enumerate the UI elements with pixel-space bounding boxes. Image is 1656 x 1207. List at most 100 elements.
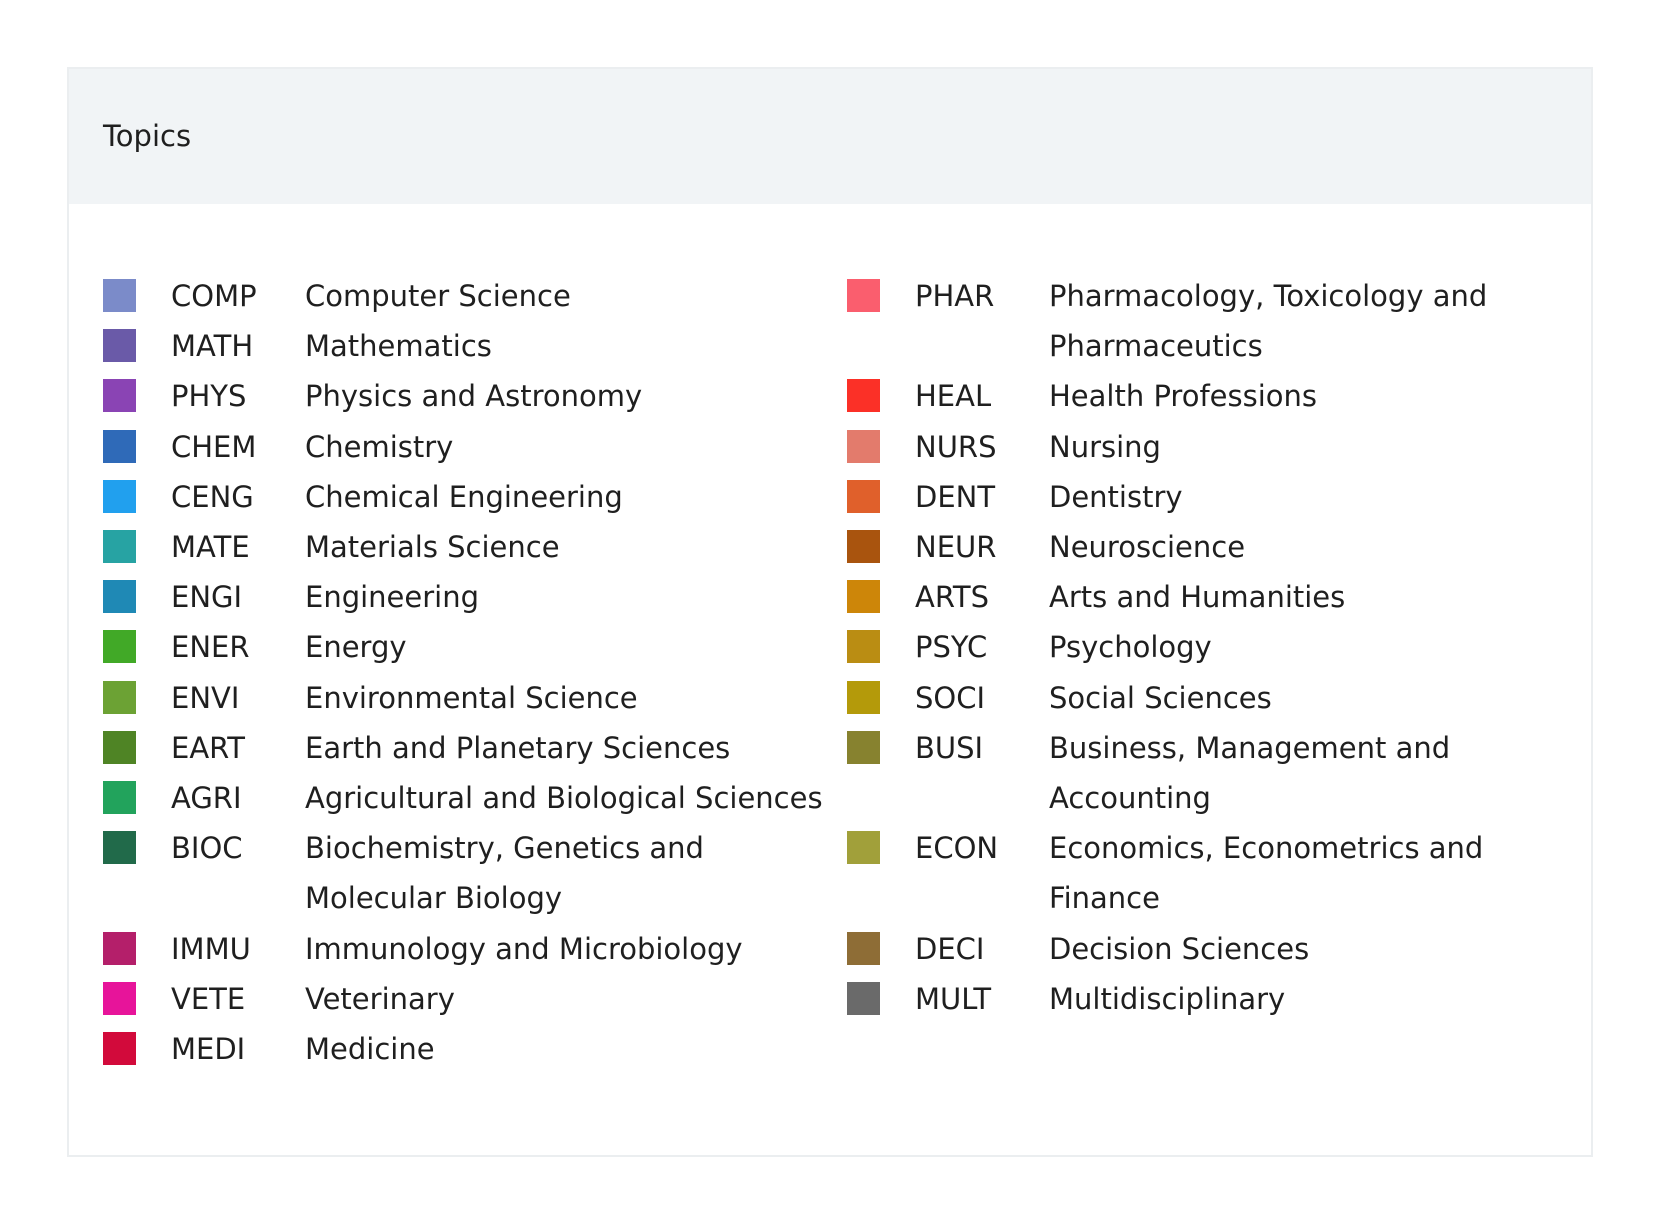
topic-item-bioc: BIOC Biochemistry, Genetics and Molecular…: [103, 823, 847, 923]
topic-color-swatch: [847, 530, 880, 564]
topic-color-swatch: [847, 279, 880, 312]
topic-name: Neuroscience: [1049, 530, 1246, 565]
topic-name: Medicine: [305, 1032, 435, 1067]
topic-name: Economics, Econometrics and Finance: [1049, 831, 1484, 916]
topic-color-swatch: [847, 580, 880, 614]
topic-name: Nursing: [1049, 429, 1161, 464]
topic-color-swatch: [103, 730, 136, 764]
topic-item-heal: HEAL Health Professions: [847, 371, 1591, 421]
topic-code: COMP: [171, 279, 257, 313]
topic-item-arts: ARTS Arts and Humanities: [847, 572, 1591, 622]
topic-item-mult: MULT Multidisciplinary: [847, 974, 1591, 1024]
topic-name: Computer Science: [305, 279, 571, 313]
topic-code: ENER: [171, 630, 250, 665]
topic-color-swatch: [103, 279, 136, 312]
topic-color-swatch: [847, 730, 880, 764]
topic-code: ECON: [915, 831, 999, 866]
topic-item-agri: AGRI Agricultural and Biological Sciences: [103, 773, 847, 823]
topic-code: CHEM: [171, 429, 257, 464]
topics-panel: Topics COMP Computer Science MATH Mathemati…: [67, 67, 1593, 1157]
topic-name: Materials Science: [305, 530, 560, 565]
topic-color-swatch: [103, 379, 136, 413]
topic-code: IMMU: [171, 931, 251, 966]
topic-name: Energy: [305, 630, 407, 665]
topic-name: Arts and Humanities: [1049, 580, 1346, 615]
topic-name: Agricultural and Biological Sciences: [305, 781, 823, 816]
topic-color-swatch: [847, 680, 880, 714]
topic-name: Environmental Science: [305, 680, 638, 715]
topic-name: Physics and Astronomy: [305, 379, 643, 414]
topics-column-right: PHAR Pharmacology, Toxicology and Pharmac…: [847, 271, 1591, 1024]
topic-item-phar: PHAR Pharmacology, Toxicology and Pharmac…: [847, 271, 1591, 371]
topic-color-swatch: [847, 479, 880, 513]
topic-name: Immunology and Microbiology: [305, 931, 743, 966]
topic-item-ceng: CENG Chemical Engineering: [103, 472, 847, 522]
topic-color-swatch: [103, 429, 136, 463]
topic-item-eart: EART Earth and Planetary Sciences: [103, 723, 847, 773]
topic-name: Chemistry: [305, 429, 454, 464]
topic-name: Health Professions: [1049, 379, 1318, 414]
topic-item-immu: IMMU Immunology and Microbiology: [103, 924, 847, 974]
topic-code: MEDI: [171, 1032, 246, 1067]
topic-item-mate: MATE Materials Science: [103, 522, 847, 572]
topic-code: SOCI: [915, 680, 986, 715]
topic-color-swatch: [103, 781, 136, 815]
topic-name: Psychology: [1049, 630, 1212, 665]
topic-name: Dentistry: [1049, 479, 1183, 514]
topic-item-deci: DECI Decision Sciences: [847, 924, 1591, 974]
topic-item-phys: PHYS Physics and Astronomy: [103, 371, 847, 421]
topic-code: DENT: [915, 479, 996, 514]
topic-item-vete: VETE Veterinary: [103, 974, 847, 1024]
topic-item-busi: BUSI Business, Management and Accounting: [847, 723, 1591, 823]
topic-name: Veterinary: [305, 981, 455, 1016]
topic-color-swatch: [103, 329, 136, 363]
topic-item-chem: CHEM Chemistry: [103, 422, 847, 472]
topic-color-swatch: [847, 429, 880, 463]
topic-code: BIOC: [171, 831, 243, 866]
topic-item-ener: ENER Energy: [103, 622, 847, 672]
topic-name: Chemical Engineering: [305, 479, 623, 514]
topic-item-econ: ECON Economics, Econometrics and Finance: [847, 823, 1591, 923]
topic-name: Social Sciences: [1049, 680, 1272, 715]
topic-name: Pharmacology, Toxicology and Pharmaceuti…: [1049, 279, 1488, 364]
topic-name: Mathematics: [305, 329, 492, 364]
topic-name: Multidisciplinary: [1049, 981, 1286, 1016]
topic-color-swatch: [847, 630, 880, 664]
topic-name: Business, Management and Accounting: [1049, 730, 1451, 816]
topic-color-swatch: [103, 981, 136, 1015]
topic-item-engi: ENGI Engineering: [103, 572, 847, 622]
topic-color-swatch: [847, 379, 880, 413]
topic-code: PSYC: [915, 630, 988, 665]
topics-panel-header: Topics: [69, 69, 1591, 204]
topic-item-comp: COMP Computer Science: [103, 271, 847, 321]
topic-code: CENG: [171, 479, 254, 514]
topic-code: HEAL: [915, 379, 992, 414]
topic-code: PHAR: [915, 279, 995, 313]
topic-color-swatch: [847, 831, 880, 865]
topic-name: Decision Sciences: [1049, 931, 1310, 966]
topic-item-nurs: NURS Nursing: [847, 422, 1591, 472]
topics-column-left: COMP Computer Science MATH Mathematics PHYS P…: [103, 271, 847, 1074]
topic-color-swatch: [103, 630, 136, 664]
topic-color-swatch: [103, 479, 136, 513]
topic-color-swatch: [847, 981, 880, 1015]
topic-code: MULT: [915, 981, 992, 1016]
topic-item-envi: ENVI Environmental Science: [103, 673, 847, 723]
topic-name: Biochemistry, Genetics and Molecular Bio…: [305, 831, 704, 916]
topic-name: Earth and Planetary Sciences: [305, 730, 731, 765]
topic-code: EART: [171, 730, 245, 765]
topic-item-dent: DENT Dentistry: [847, 472, 1591, 522]
topic-code: DECI: [915, 931, 985, 966]
topic-item-math: MATH Mathematics: [103, 321, 847, 371]
topic-code: NEUR: [915, 530, 997, 565]
topic-color-swatch: [103, 680, 136, 714]
topic-code: ARTS: [915, 580, 990, 615]
topic-color-swatch: [103, 931, 136, 965]
topic-name: Engineering: [305, 580, 479, 615]
panel-title: Topics: [103, 119, 192, 153]
topic-code: BUSI: [915, 730, 984, 765]
topic-code: VETE: [171, 981, 246, 1016]
topic-item-psyc: PSYC Psychology: [847, 622, 1591, 672]
topic-code: ENVI: [171, 680, 240, 715]
topic-color-swatch: [847, 931, 880, 965]
